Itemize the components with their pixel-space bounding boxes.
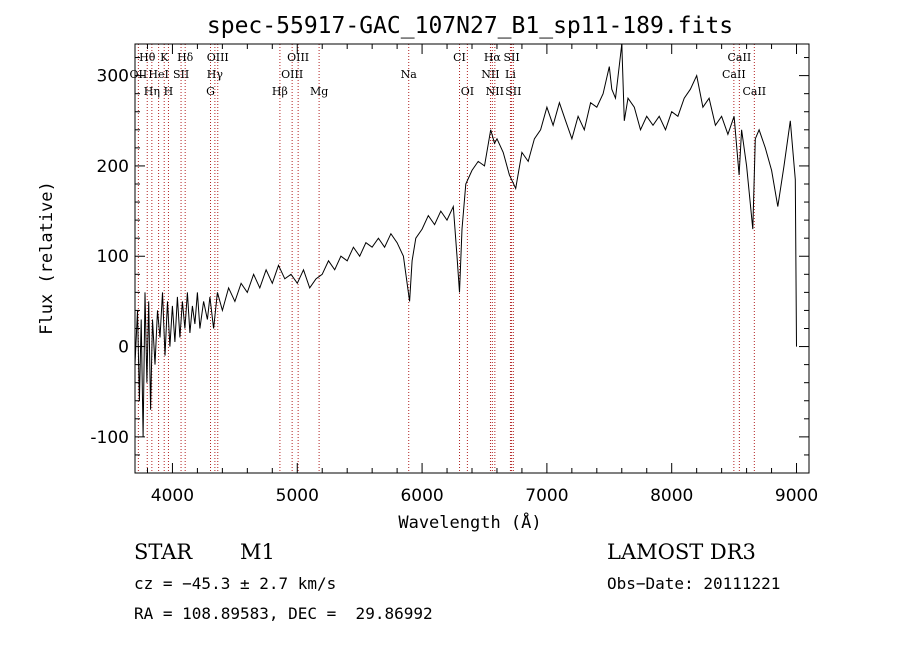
marker-label: CaII [728, 51, 752, 64]
x-tick-label: 4000 [151, 486, 194, 506]
marker-label: Hγ [207, 68, 224, 81]
marker-label: OIII [287, 51, 309, 64]
marker-label: HeI [148, 68, 168, 81]
redshift-info: cz = −45.3 ± 2.7 km/s [134, 574, 337, 593]
marker-label: Hβ [272, 85, 288, 98]
y-tick-label: -100 [90, 428, 129, 448]
marker-label: G [206, 85, 215, 98]
y-axis-label: Flux (relative) [37, 181, 57, 335]
coordinates: RA = 108.89583, DEC = 29.86992 [134, 604, 433, 623]
x-tick-label: 5000 [276, 486, 319, 506]
y-tick-label: 100 [97, 247, 129, 267]
object-subclass: M1 [240, 540, 275, 564]
y-tick-label: 200 [97, 157, 129, 177]
marker-label: K [160, 51, 169, 64]
axes: 4000 5000 6000 7000 8000 9000 -100 0 100 200 300 [90, 44, 818, 506]
x-tick-label: 8000 [650, 486, 693, 506]
x-tick-label: 9000 [775, 486, 818, 506]
survey-label: LAMOST DR3 [607, 540, 756, 564]
marker-label: Hα [484, 51, 502, 64]
flux-series-line [134, 43, 797, 437]
obs-date: Obs−Date: 20111221 [607, 574, 781, 593]
y-tick-label: 0 [118, 338, 129, 358]
marker-label: OII [130, 68, 148, 81]
marker-label: Hη [144, 85, 160, 98]
marker-label: Li [505, 68, 516, 81]
object-class: STAR [134, 540, 193, 564]
marker-label: Mg [310, 85, 328, 98]
marker-label: CaII [742, 85, 766, 98]
marker-label: OIII [207, 51, 229, 64]
marker-label: H [164, 85, 174, 98]
marker-label: OI [461, 85, 474, 98]
x-tick-label: 6000 [400, 486, 443, 506]
marker-label: Hδ [177, 51, 194, 64]
marker-label: NII [481, 68, 499, 81]
chart-title: spec-55917-GAC_107N27_B1_sp11-189.fits [207, 13, 733, 39]
marker-label: CaII [722, 68, 746, 81]
spectrum-chart: spec-55917-GAC_107N27_B1_sp11-189.fits H… [37, 13, 818, 533]
marker-label: SII [173, 68, 189, 81]
line-markers [137, 44, 755, 473]
marker-label: SII [505, 85, 521, 98]
marker-label: SII [503, 51, 519, 64]
marker-label: Hθ [139, 51, 156, 64]
plot-frame [134, 43, 810, 474]
marker-label: Na [401, 68, 418, 81]
x-tick-label: 7000 [525, 486, 568, 506]
marker-label: CI [453, 51, 466, 64]
marker-label: OIII [281, 68, 303, 81]
marker-label: NII [486, 85, 504, 98]
y-tick-label: 300 [97, 67, 129, 87]
x-axis-label: Wavelength (Å) [398, 511, 541, 533]
